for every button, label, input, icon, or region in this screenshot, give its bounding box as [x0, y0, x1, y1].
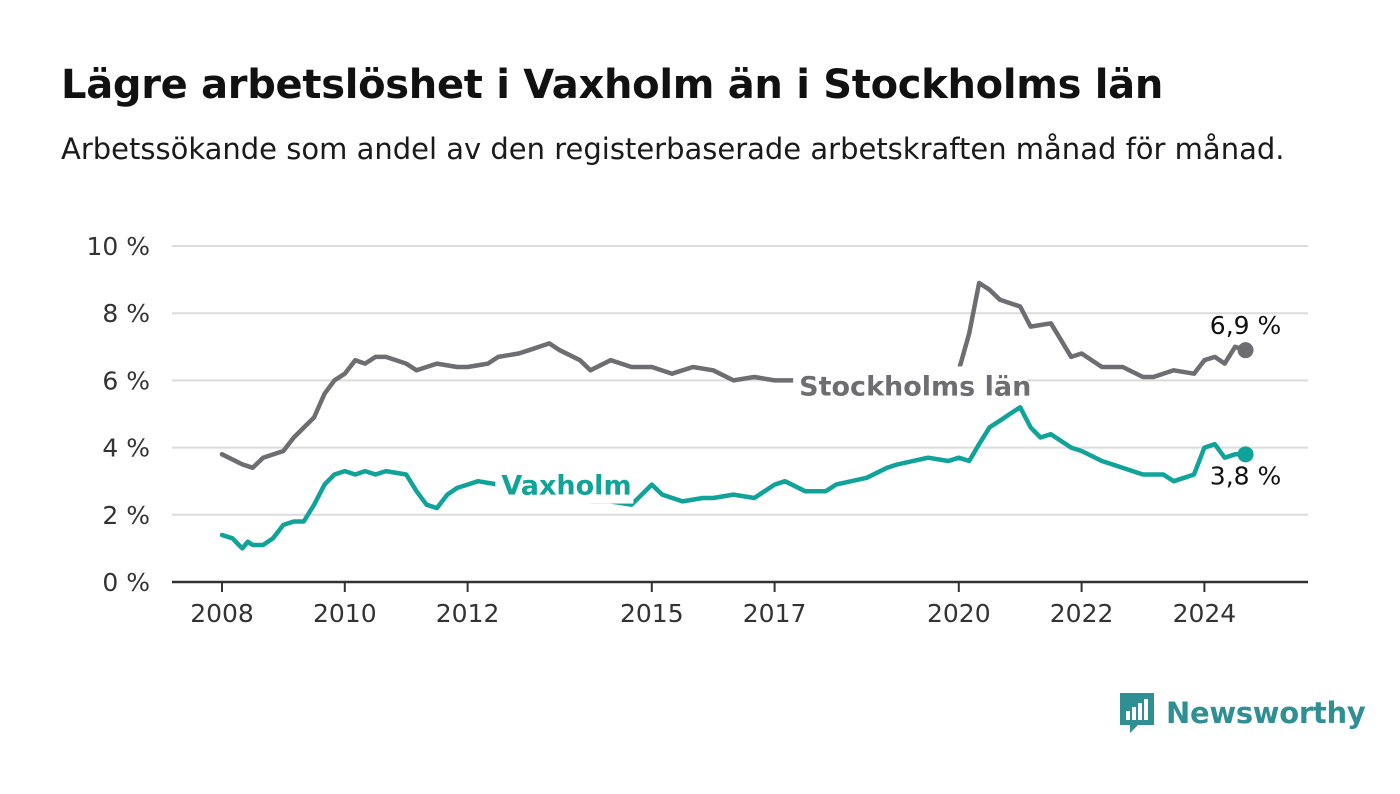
series-name-label: Vaxholm [501, 471, 631, 502]
y-tick-label: 10 % [86, 232, 150, 261]
series-line-stockholm [219, 280, 1248, 471]
series-end-point [1237, 342, 1254, 359]
series-name-label: Stockholms län [799, 371, 1031, 402]
series-label-background [793, 366, 1028, 405]
y-tick-label: 0 % [102, 568, 150, 597]
series-line-vaxholm [219, 405, 1248, 551]
x-tick-label: 2008 [190, 599, 254, 628]
x-tick-label: 2020 [927, 599, 991, 628]
newsworthy-logo: Newsworthy [1118, 690, 1366, 736]
series-labels: Stockholms län 6,9 % Vaxholm 3,8 % [495, 311, 1281, 504]
chart-subtitle: Arbetssökande som andel av den registerb… [61, 132, 1285, 166]
series-label-background [495, 465, 634, 504]
y-tick-label: 8 % [102, 299, 150, 328]
x-tick-label: 2017 [743, 599, 807, 628]
y-tick-label: 6 % [102, 366, 150, 395]
bar-chart-speech-bubble-icon [1120, 693, 1154, 733]
y-tick-label: 4 % [102, 434, 150, 463]
brand-name: Newsworthy [1166, 696, 1366, 730]
x-tick-label: 2022 [1050, 599, 1114, 628]
series-end-point [1237, 446, 1254, 463]
chart-title: Lägre arbetslöshet i Vaxholm än i Stockh… [61, 62, 1164, 108]
series-lines [219, 280, 1254, 551]
x-axis-ticks: 2008 2010 2012 2015 2017 2020 2022 2024 [190, 582, 1236, 628]
x-tick-label: 2024 [1173, 599, 1237, 628]
y-tick-label: 2 % [102, 501, 150, 530]
y-axis-tick-labels: 0 % 2 % 4 % 6 % 8 % 10 % [86, 232, 150, 597]
series-end-value-label: 3,8 % [1210, 461, 1281, 490]
series-end-value-label: 6,9 % [1210, 311, 1281, 340]
x-tick-label: 2010 [313, 599, 377, 628]
x-tick-label: 2015 [620, 599, 684, 628]
x-tick-label: 2012 [436, 599, 500, 628]
